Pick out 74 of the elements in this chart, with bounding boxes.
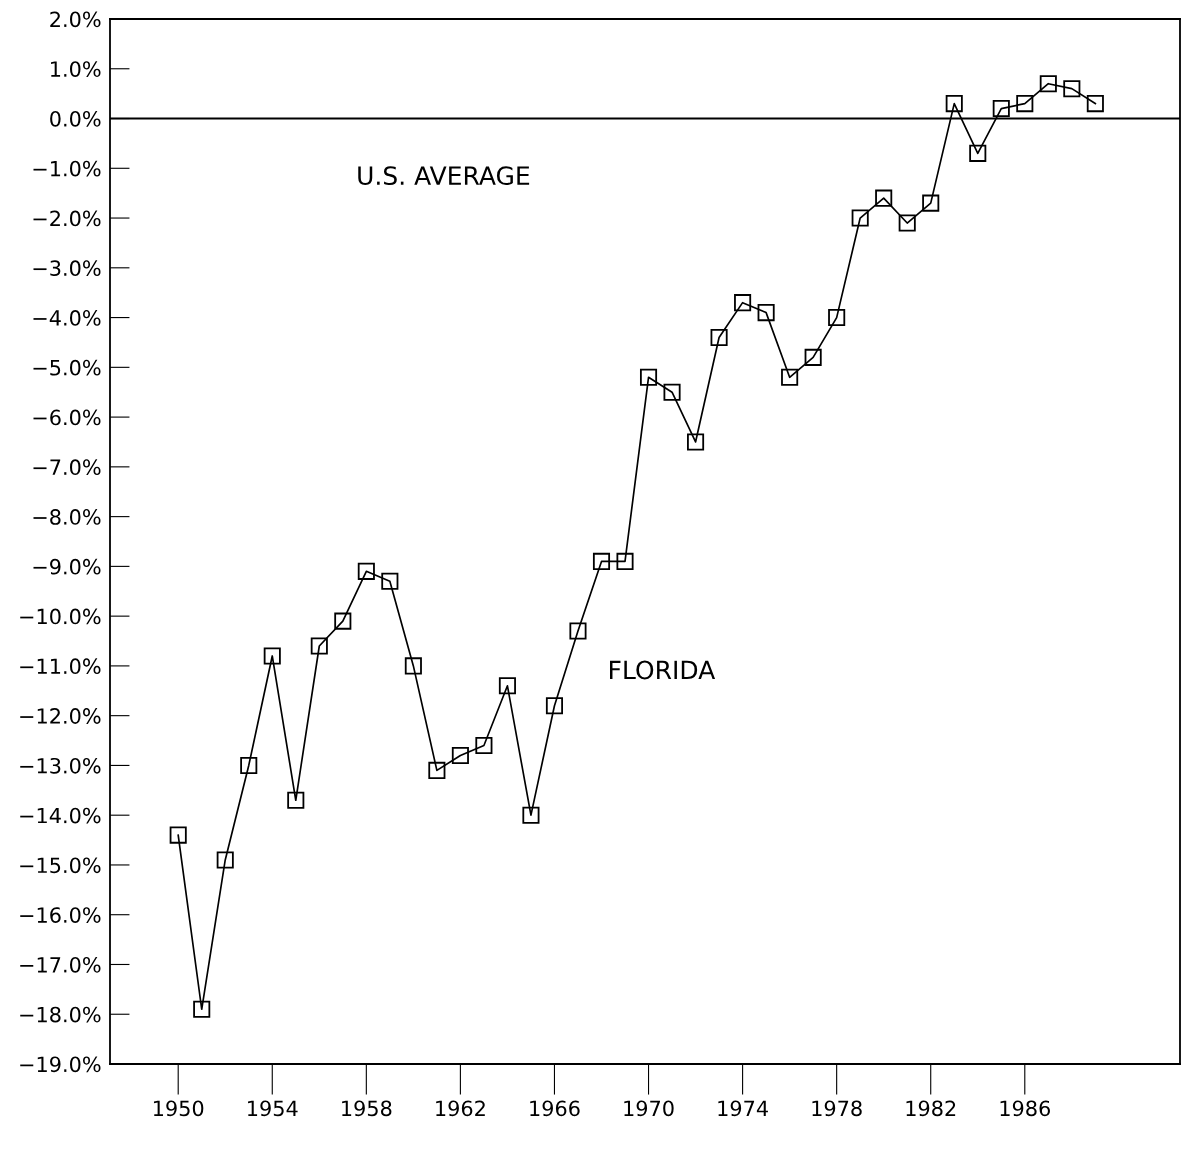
- y-tick-label: −2.0%: [33, 210, 101, 227]
- y-tick-label: −7.0%: [33, 459, 101, 476]
- point: [898, 214, 916, 232]
- x-tick-label: 1970: [624, 1100, 674, 1117]
- point: [357, 562, 375, 580]
- x-tick-label: 1966: [530, 1100, 580, 1117]
- point: [1063, 80, 1081, 98]
- point: [922, 194, 940, 212]
- point: [381, 572, 399, 590]
- y-tick-label: −4.0%: [33, 310, 101, 326]
- y-tick-label: −6.0%: [33, 409, 101, 426]
- point: [710, 328, 728, 347]
- point: [828, 309, 846, 327]
- y-tick-label: −15.0%: [20, 857, 101, 874]
- point: [193, 1000, 211, 1018]
- y-tick-label: −17.0%: [20, 956, 101, 973]
- y-tick-label: −14.0%: [20, 807, 101, 824]
- point: [616, 552, 634, 570]
- y-tick-label: −9.0%: [33, 558, 101, 575]
- point: [404, 657, 422, 675]
- x-tick-label: 1958: [342, 1100, 392, 1117]
- point: [334, 612, 352, 630]
- y-tick-label: −5.0%: [33, 359, 101, 376]
- y-tick-label: −8.0%: [33, 509, 101, 525]
- x-tick-label: 1982: [906, 1100, 956, 1117]
- x-tick-label: 1978: [812, 1100, 862, 1117]
- point: [945, 95, 963, 113]
- point: [240, 756, 258, 774]
- y-tick-label: −11.0%: [20, 658, 101, 675]
- y-tick-label: 1.0%: [51, 61, 101, 77]
- point: [851, 209, 869, 227]
- point: [687, 433, 705, 451]
- point: [451, 746, 469, 765]
- point: [1086, 95, 1104, 113]
- point: [734, 294, 752, 312]
- y-tick-label: −19.0%: [20, 1056, 101, 1073]
- x-tick-label: 1974: [718, 1100, 768, 1117]
- y-tick-label: −10.0%: [20, 608, 101, 625]
- y-tick-label: −1.0%: [33, 160, 101, 177]
- point: [663, 383, 681, 401]
- point: [1016, 95, 1034, 113]
- point: [522, 806, 540, 824]
- point: [498, 677, 516, 695]
- y-tick-label: −13.0%: [20, 757, 101, 774]
- point: [569, 622, 587, 640]
- series-label: FLORIDA: [610, 660, 716, 680]
- point: [804, 348, 822, 366]
- point: [875, 189, 893, 207]
- point: [639, 368, 658, 386]
- ref-line-label: U.S. AVERAGE: [358, 166, 530, 186]
- y-tick-label: −3.0%: [33, 260, 101, 277]
- point: [216, 851, 234, 869]
- point: [263, 647, 281, 665]
- x-tick-label: 1962: [436, 1100, 485, 1117]
- point: [287, 791, 305, 809]
- point: [781, 368, 799, 386]
- point: [757, 304, 775, 322]
- y-tick-label: −18.0%: [20, 1006, 101, 1023]
- x-tick-label: 1950: [153, 1100, 204, 1117]
- point: [992, 100, 1010, 118]
- y-tick-label: 2.0%: [50, 11, 101, 28]
- x-tick-label: 1986: [1000, 1100, 1050, 1117]
- y-tick-label: −16.0%: [20, 907, 101, 923]
- point: [969, 144, 987, 162]
- y-tick-label: −12.0%: [20, 708, 101, 724]
- x-tick-label: 1954: [248, 1100, 298, 1117]
- point: [592, 552, 611, 570]
- point: [545, 697, 564, 715]
- point: [475, 736, 493, 755]
- point: [169, 826, 187, 844]
- point: [428, 761, 446, 779]
- point: [310, 637, 328, 655]
- point: [1039, 75, 1057, 93]
- y-tick-label: 0.0%: [50, 110, 101, 127]
